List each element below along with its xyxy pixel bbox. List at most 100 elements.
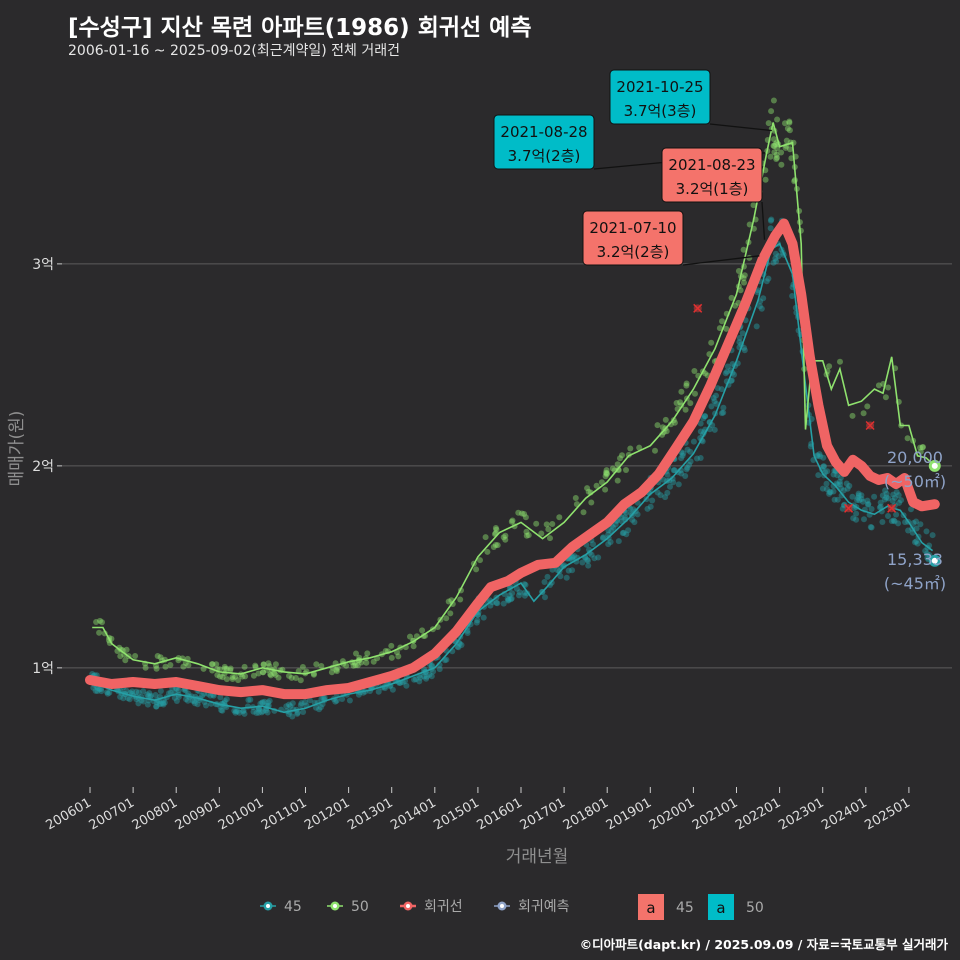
x-tick-label: 201901 <box>604 795 654 833</box>
scatter-point-50 <box>746 221 753 228</box>
chart-caption: ©디아파트(dapt.kr) / 2025.09.09 / 자료=국토교통부 실… <box>579 937 948 952</box>
scatter-point-50 <box>860 410 867 417</box>
scatter-point-45 <box>313 704 319 711</box>
scatter-point-50 <box>783 137 790 144</box>
scatter-point-45 <box>741 347 748 354</box>
scatter-point-50 <box>492 542 499 548</box>
scatter-point-50 <box>627 445 634 452</box>
scatter-point-45 <box>772 250 779 257</box>
scatter-point-45 <box>346 697 353 704</box>
scatter-point-50 <box>116 644 123 651</box>
legend-label-glyph: a <box>716 899 725 917</box>
scatter-point-50 <box>509 517 516 524</box>
scatter-point-45 <box>240 707 247 714</box>
scatter-point-50 <box>502 536 509 543</box>
scatter-point-50 <box>919 444 926 451</box>
scatter-point-45 <box>765 275 772 282</box>
scatter-point-50 <box>740 246 747 253</box>
scatter-point-45 <box>622 514 628 521</box>
scatter-point-50 <box>732 302 739 309</box>
scatter-point-50 <box>773 156 780 162</box>
scatter-point-50 <box>500 534 507 541</box>
scatter-point-50 <box>875 382 882 389</box>
scatter-point-50 <box>602 473 609 480</box>
x-tick-label: 201501 <box>431 795 481 833</box>
scatter-point-45 <box>876 504 883 511</box>
scatter-point-45 <box>375 688 382 695</box>
scatter-point-45 <box>591 555 598 562</box>
scatter-point-45 <box>516 592 522 599</box>
scatter-point-45 <box>456 640 463 647</box>
scatter-point-45 <box>217 694 224 701</box>
scatter-point-45 <box>264 709 271 716</box>
legend-label: 50 <box>746 900 764 916</box>
annotation-leader <box>709 123 772 132</box>
annotation-box <box>609 69 711 125</box>
scatter-point-50 <box>602 486 609 493</box>
scatter-point-45 <box>294 709 301 716</box>
scatter-point-45 <box>171 694 178 701</box>
scatter-point-45 <box>686 461 693 468</box>
scatter-point-45 <box>860 498 866 505</box>
scatter-point-50 <box>214 672 221 678</box>
scatter-point-50 <box>221 663 228 670</box>
x-tick-label: 200801 <box>130 795 180 833</box>
scatter-point-50 <box>778 161 785 168</box>
scatter-point-45 <box>120 695 127 702</box>
scatter-point-45 <box>513 585 520 592</box>
scatter-point-45 <box>219 707 226 714</box>
x-axis: 2006012007012008012009012010012011012012… <box>44 787 913 833</box>
scatter-point-45 <box>160 701 167 708</box>
scatter-point-50 <box>545 526 552 533</box>
scatter-point-45 <box>923 528 930 535</box>
scatter-point-45 <box>493 599 500 606</box>
endpoint-area-label: (~50㎡) <box>884 472 946 491</box>
scatter-point-45 <box>840 487 847 494</box>
x-tick-label: 200601 <box>44 795 94 833</box>
scatter-point-45 <box>129 688 136 695</box>
x-tick-label: 201101 <box>259 795 309 833</box>
scatter-point-50 <box>310 671 317 678</box>
scatter-point-45 <box>701 413 708 420</box>
scatter-point-45 <box>684 464 691 471</box>
scatter-point-45 <box>683 466 690 473</box>
scatter-point-45 <box>775 253 782 260</box>
scatter-point-45 <box>634 511 641 518</box>
scatter-point-50 <box>522 514 529 521</box>
scatter-point-45 <box>687 458 694 465</box>
scatter-point-50 <box>782 120 788 127</box>
scatter-point-45 <box>140 688 147 695</box>
scatter-point-45 <box>820 454 827 461</box>
scatter-point-45 <box>913 538 920 545</box>
scatter-point-45 <box>297 702 304 709</box>
scatter-point-50 <box>762 176 769 183</box>
scatter-point-45 <box>662 494 669 501</box>
scatter-point-50 <box>660 429 667 436</box>
scatter-point-50 <box>652 447 658 454</box>
scatter-point-45 <box>436 666 443 673</box>
scatter-point-45 <box>724 368 730 375</box>
scatter-point-45 <box>584 556 591 563</box>
scatter-point-45 <box>720 404 727 411</box>
scatter-point-45 <box>612 521 619 528</box>
scatter-point-50 <box>771 143 778 150</box>
scatter-point-45 <box>844 485 851 492</box>
scatter-point-50 <box>286 672 292 679</box>
scatter-point-45 <box>223 696 230 703</box>
scatter-point-50 <box>443 615 450 622</box>
x-tick-label: 200701 <box>87 795 137 833</box>
scatter-point-45 <box>768 216 775 223</box>
scatter-point-45 <box>286 701 292 708</box>
scatter-point-45 <box>888 518 895 525</box>
scatter-point-45 <box>917 521 924 528</box>
scatter-point-45 <box>98 688 105 695</box>
scatter-point-50 <box>395 653 402 660</box>
scatter-point-45 <box>724 363 731 370</box>
scatter-point-50 <box>623 467 629 473</box>
scatter-point-50 <box>692 390 698 397</box>
scatter-point-45 <box>605 527 612 534</box>
scatter-point-50 <box>716 325 723 332</box>
scatter-point-45 <box>883 490 890 497</box>
scatter-point-45 <box>877 499 884 506</box>
